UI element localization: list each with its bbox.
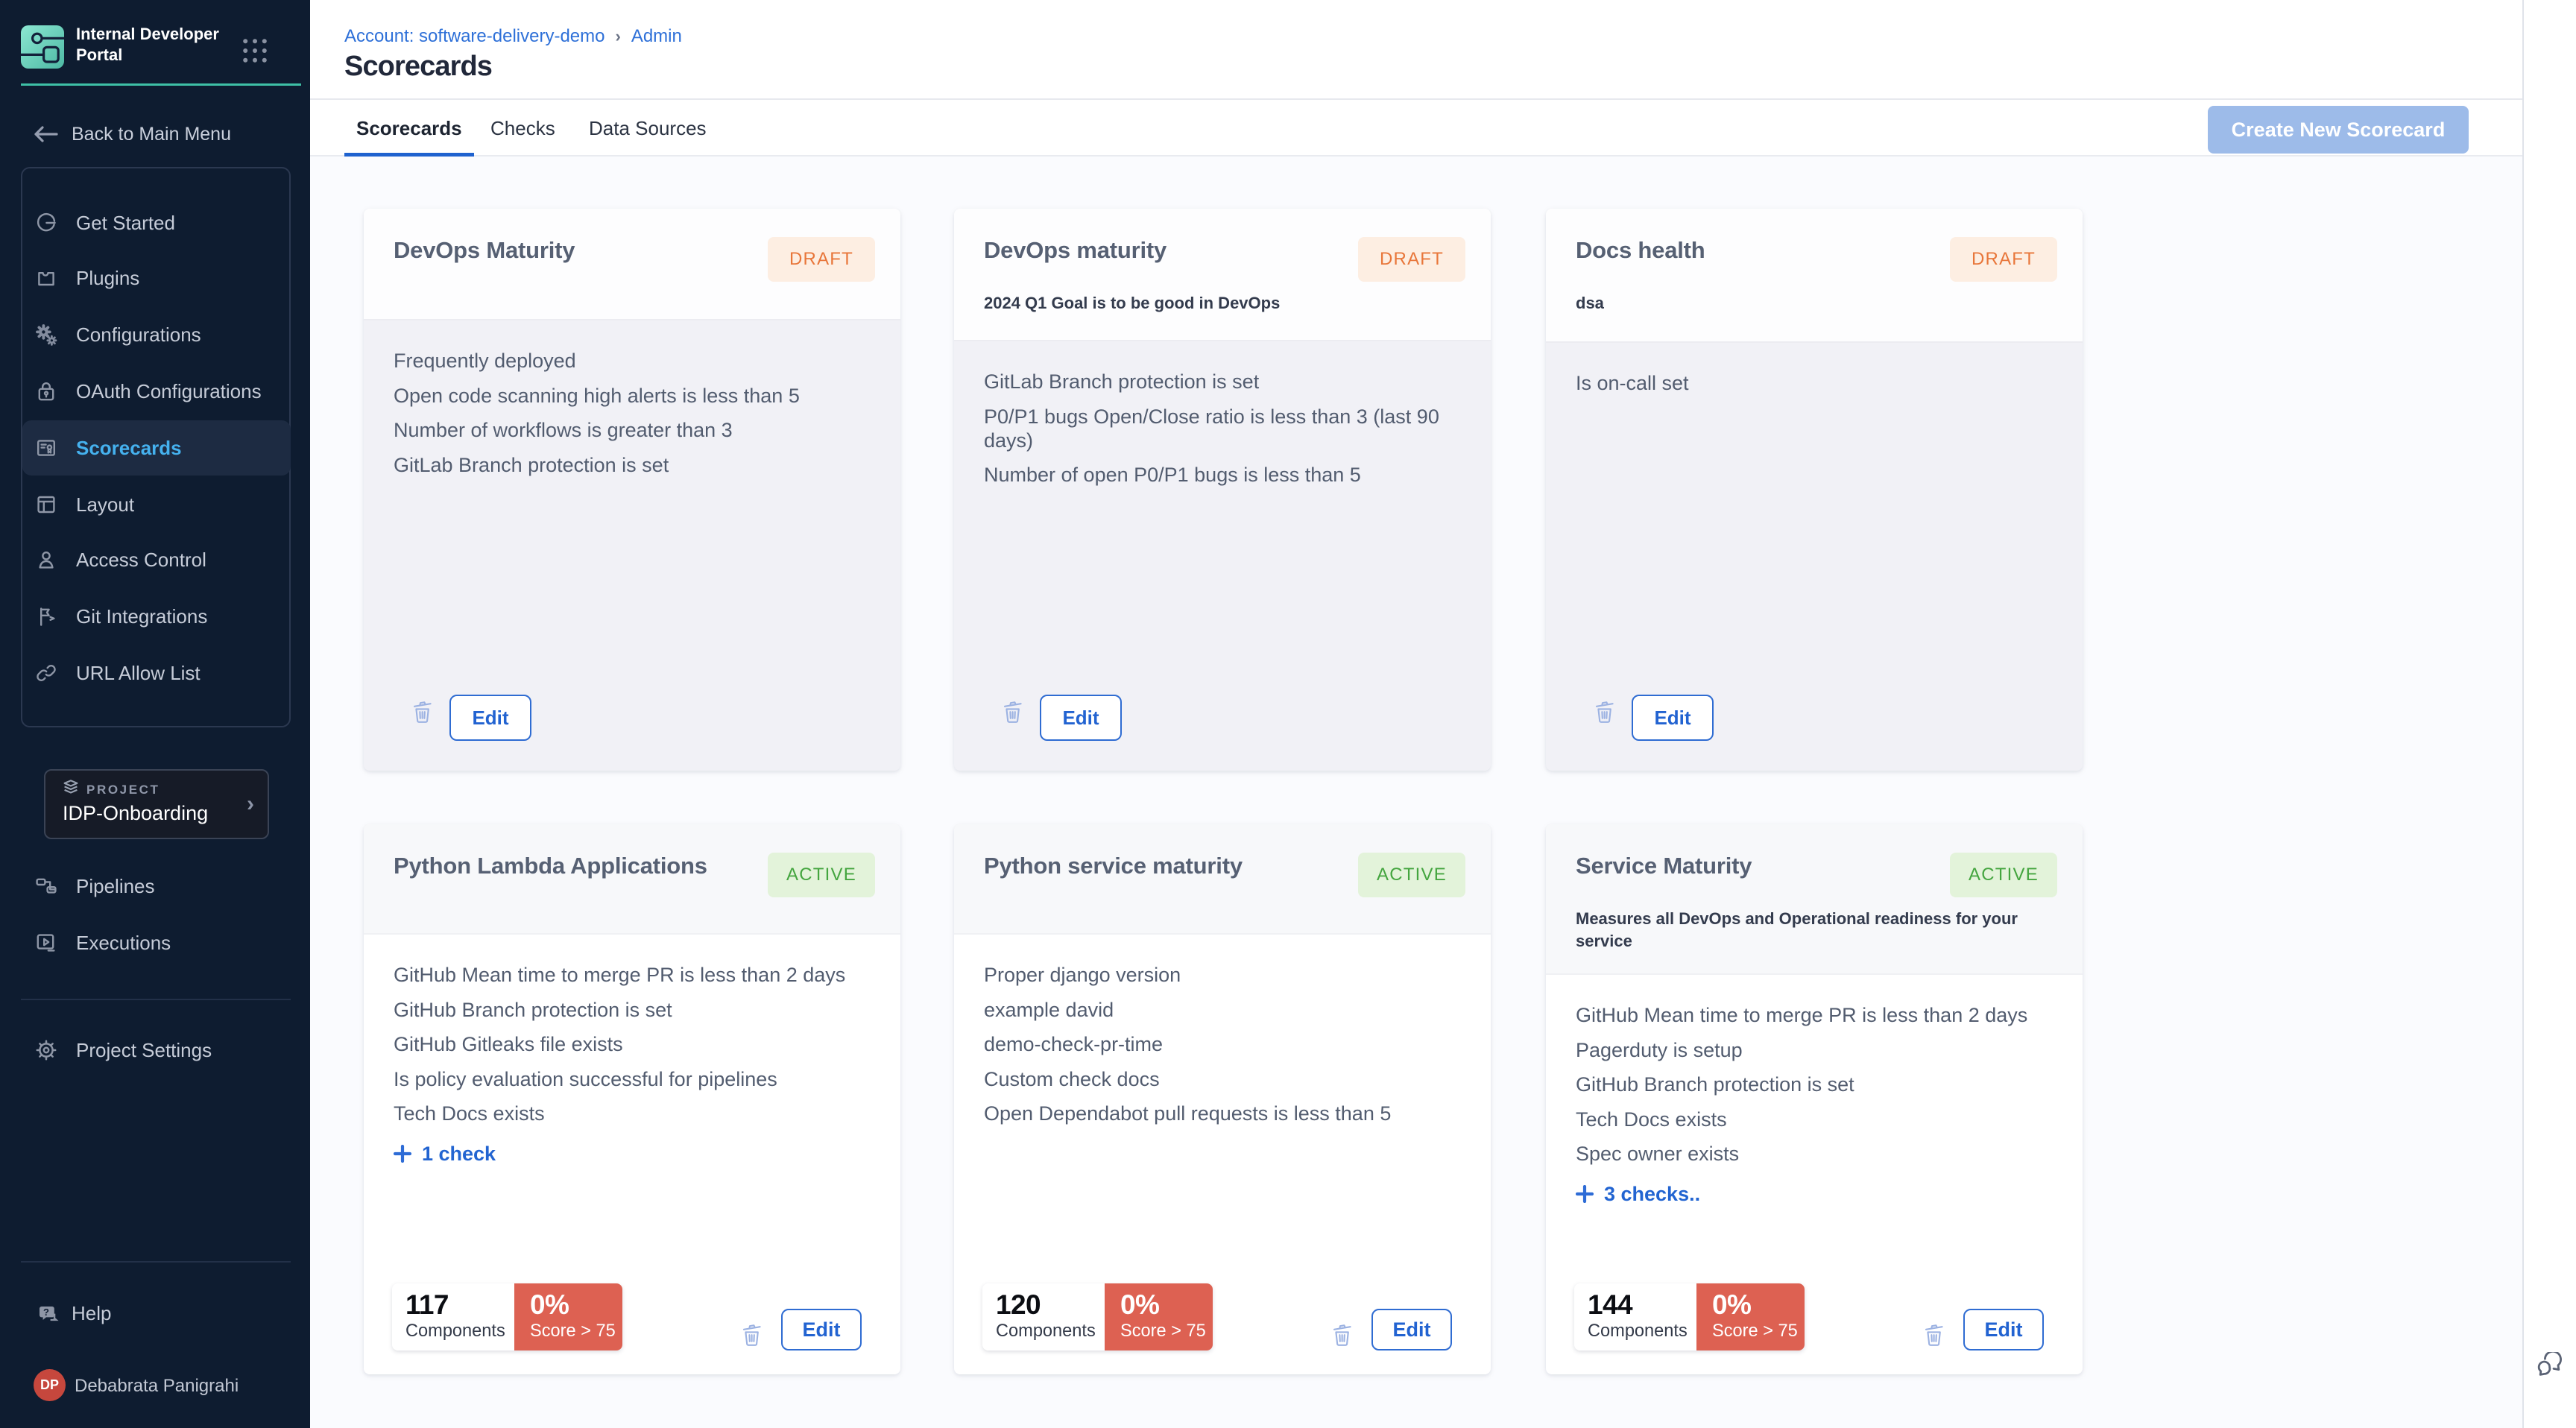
svg-text:?: ? xyxy=(43,1307,49,1318)
